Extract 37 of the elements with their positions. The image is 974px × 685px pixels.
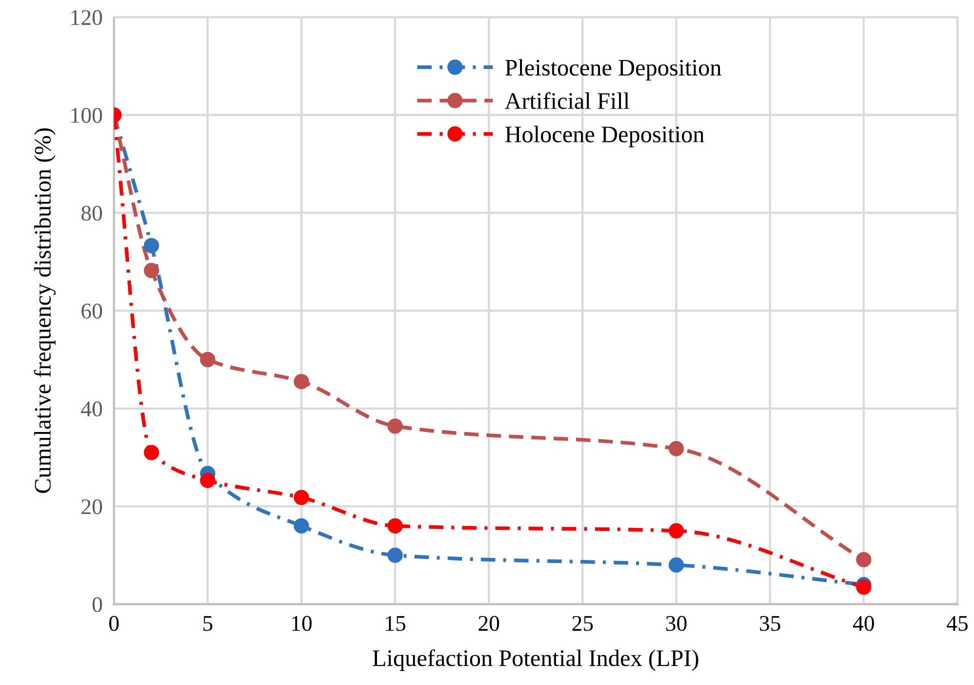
point (387, 548, 403, 563)
x-tick-label: 15 (386, 616, 406, 631)
x-tick-label: 0 (109, 616, 119, 631)
x-tick-label: 5 (203, 616, 212, 631)
y-tick-label: 60 (82, 304, 102, 319)
point (144, 444, 160, 460)
x-axis-title: Liquefaction Potential Index (LPI) (372, 649, 698, 671)
x-tick-label: 20 (478, 616, 500, 631)
point (294, 518, 310, 534)
x-tick-label: 30 (666, 616, 687, 631)
x-tick-label: 25 (572, 616, 593, 631)
y-tick-label: 120 (71, 10, 102, 26)
y-tick-label: 0 (92, 597, 102, 612)
y-tick-label: 100 (71, 108, 102, 123)
point (387, 518, 403, 534)
y-axis-title: Cumulative frequency distribution (%) (34, 128, 56, 493)
point (668, 557, 684, 573)
legend-label: Holocene Deposition (505, 126, 704, 148)
point (294, 490, 310, 506)
legend-label: Artificial Fill (504, 92, 630, 110)
point (856, 552, 872, 568)
point (144, 262, 160, 278)
y-tick-label: 40 (81, 401, 102, 416)
y-tick-label: 80 (81, 206, 102, 221)
x-tick-label: 45 (946, 616, 968, 631)
legend-label: Pleistocene Deposition (505, 59, 722, 80)
x-tick-label: 40 (853, 616, 874, 631)
point (668, 523, 684, 538)
point (144, 238, 160, 254)
point (200, 352, 216, 368)
point (294, 374, 310, 390)
x-tick-label: 35 (760, 616, 780, 631)
point (200, 472, 216, 488)
x-tick-label: 10 (292, 616, 312, 631)
y-tick-label: 20 (82, 499, 102, 514)
point (668, 440, 684, 456)
point (387, 418, 403, 434)
